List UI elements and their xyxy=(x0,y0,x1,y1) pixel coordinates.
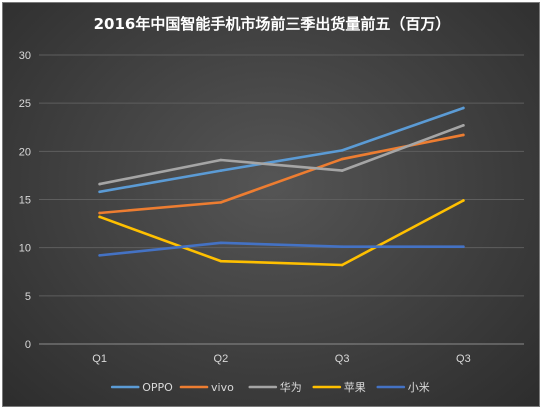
legend-label: 苹果 xyxy=(344,380,366,394)
data-point xyxy=(340,263,344,267)
series-line-4 xyxy=(98,241,465,257)
data-point xyxy=(219,241,223,245)
data-point xyxy=(98,254,101,257)
data-point xyxy=(219,158,223,162)
x-tick-label: Q2 xyxy=(214,353,229,365)
data-point xyxy=(340,149,344,152)
legend-label: 华为 xyxy=(280,380,302,394)
legend-item: 苹果 xyxy=(312,380,366,394)
legend-item: vivo xyxy=(179,381,234,394)
y-tick-label: 0 xyxy=(25,339,31,351)
data-point xyxy=(462,124,465,127)
y-tick-label: 10 xyxy=(19,243,31,255)
y-tick-label: 25 xyxy=(19,98,31,110)
series-line-3 xyxy=(98,199,465,267)
gridlines xyxy=(39,54,524,345)
series-line-0 xyxy=(98,106,465,194)
x-tick-label: Q3 xyxy=(456,353,471,365)
data-point xyxy=(219,259,223,263)
data-point xyxy=(462,106,465,110)
data-point xyxy=(340,169,344,172)
data-point xyxy=(340,157,344,161)
data-point xyxy=(98,215,101,219)
series-lines xyxy=(98,106,465,267)
data-point xyxy=(462,245,465,249)
legend: OPPO vivo 华为 苹果 小米 xyxy=(110,380,430,394)
x-axis: Q1 Q2 Q3 Q3 xyxy=(92,353,470,365)
legend-label: OPPO xyxy=(142,381,173,394)
line-chart: 2016年中国智能手机市场前三季出货量前五（百万） 0 5 10 15 20 25 30 Q… xyxy=(19,15,524,394)
data-point xyxy=(219,201,223,204)
legend-label: 小米 xyxy=(408,381,430,394)
y-tick-label: 5 xyxy=(25,291,31,303)
x-tick-label: Q1 xyxy=(92,353,107,365)
data-point xyxy=(219,169,223,172)
x-tick-label: Q3 xyxy=(335,353,350,365)
legend-item: 小米 xyxy=(376,381,430,394)
y-tick-label: 20 xyxy=(19,146,31,158)
data-point xyxy=(340,245,344,249)
chart-title: 2016年中国智能手机市场前三季出货量前五（百万） xyxy=(94,15,451,33)
y-tick-label: 15 xyxy=(19,195,31,207)
legend-item: OPPO xyxy=(110,381,173,394)
legend-label: vivo xyxy=(211,381,234,394)
chart-frame: 2016年中国智能手机市场前三季出货量前五（百万） 0 5 10 15 20 25 30 Q… xyxy=(2,2,540,407)
legend-item: 华为 xyxy=(248,380,302,394)
y-axis: 0 5 10 15 20 25 30 xyxy=(19,50,31,351)
data-point xyxy=(98,190,101,194)
y-tick-label: 30 xyxy=(19,50,31,62)
data-point xyxy=(462,199,465,202)
series-line-2 xyxy=(98,124,465,186)
data-point xyxy=(462,133,465,137)
data-point xyxy=(98,182,101,186)
data-point xyxy=(98,211,101,215)
